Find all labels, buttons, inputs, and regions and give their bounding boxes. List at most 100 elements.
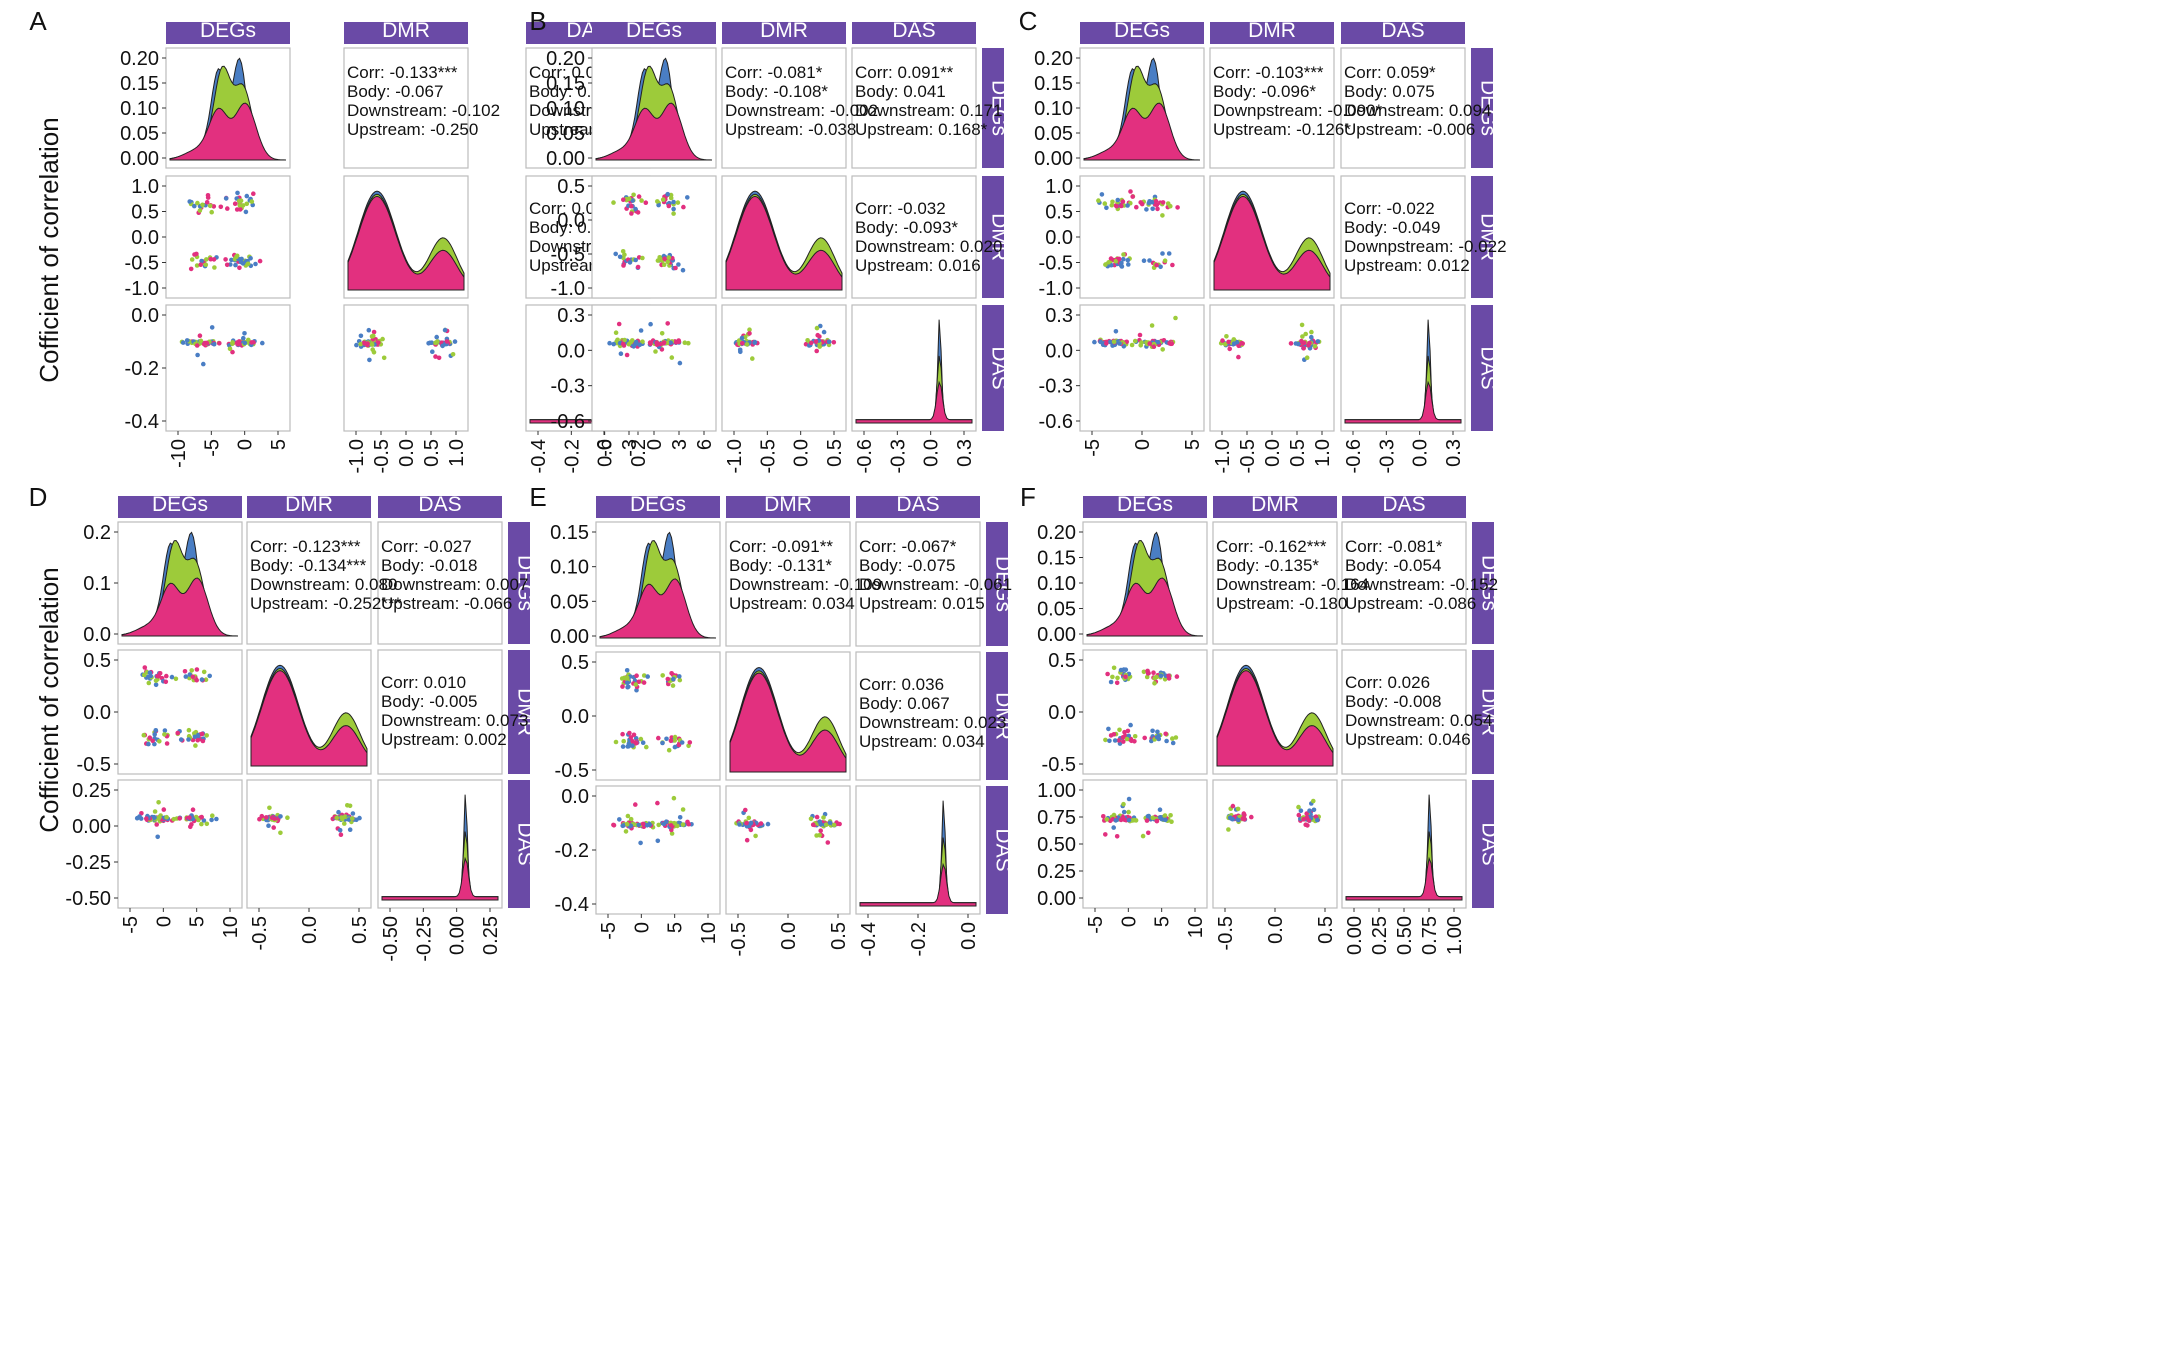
y-tick-label: 0.2 — [83, 522, 111, 544]
scatter-point — [1111, 665, 1117, 671]
scatter-point — [1121, 809, 1127, 815]
scatter-point — [611, 822, 616, 828]
correlation-text: Downstream: -0.164 — [1216, 575, 1369, 594]
scatter-point — [805, 338, 810, 343]
cell-frame — [117, 649, 243, 775]
y-tick-label: 0.5 — [1045, 202, 1073, 224]
scatter-point — [671, 206, 676, 212]
y-tick-label: 0.00 — [1037, 624, 1076, 646]
scatter-point — [624, 821, 630, 827]
y-tick-label: 0.0 — [83, 702, 111, 724]
correlation-text: Corr: -0.067* — [859, 537, 957, 556]
cell-frame — [725, 521, 851, 647]
scatter-point — [336, 809, 341, 815]
density-pink — [855, 380, 973, 424]
scatter-point — [617, 817, 622, 822]
correlation-text: Corr: 0.010 — [381, 673, 466, 692]
scatter-point — [1296, 804, 1301, 810]
column-strip-label: DMR — [1251, 493, 1299, 516]
scatter-point — [199, 731, 205, 737]
cell-frame — [1341, 779, 1467, 909]
scatter-point — [739, 335, 745, 341]
x-tick-label: 0.50 — [1394, 916, 1416, 955]
density-pink — [169, 102, 287, 161]
scatter-point — [641, 673, 647, 678]
correlation-text: Corr: 0.026 — [1345, 673, 1430, 692]
correlation-text: Body: -0.054 — [1345, 556, 1441, 575]
column-strip-label: DEGs — [152, 493, 208, 516]
panel-label: C — [1019, 6, 1038, 36]
column-strip — [1210, 22, 1334, 44]
scatter-point — [1108, 256, 1114, 261]
scatter-point — [1158, 815, 1163, 820]
scatter-point — [1154, 262, 1159, 268]
scatter-point — [641, 680, 647, 685]
y-tick-label: 1.00 — [1037, 780, 1076, 802]
scatter-point — [1092, 339, 1097, 345]
row-strip — [986, 652, 1008, 780]
y-tick-label: 0.05 — [1037, 599, 1076, 621]
scatter-point — [638, 736, 644, 742]
scatter-point — [156, 800, 161, 805]
scatter-point — [655, 838, 661, 844]
scatter-point — [814, 325, 820, 331]
scatter-point — [1101, 814, 1106, 819]
y-tick-label: 0.0 — [1045, 340, 1073, 362]
y-tick-label: 0.0 — [557, 210, 585, 232]
x-tick-label: -10 — [168, 439, 190, 468]
x-tick-label: -1.0 — [346, 439, 368, 473]
scatter-point — [656, 735, 661, 741]
x-tick-label: 0 — [644, 439, 666, 450]
scatter-point — [666, 747, 672, 753]
column-strip-label: DEGs — [200, 19, 256, 42]
y-tick-label: 0.5 — [131, 202, 159, 224]
scatter-point — [147, 735, 153, 740]
scatter-point — [665, 321, 670, 326]
row-strip — [982, 48, 1004, 168]
scatter-point — [155, 834, 160, 840]
scatter-point — [671, 795, 677, 801]
scatter-point — [1125, 203, 1130, 208]
scatter-point — [245, 261, 251, 267]
scatter-point — [212, 265, 217, 270]
y-tick-label: -1.0 — [551, 278, 585, 300]
column-strip — [166, 22, 290, 44]
scatter-point — [669, 355, 675, 360]
scatter-point — [1309, 329, 1314, 335]
x-tick-label: -5 — [1082, 439, 1104, 457]
scatter-point — [677, 815, 683, 820]
x-tick-label: 5 — [268, 439, 290, 450]
scatter-point — [1114, 680, 1120, 686]
scatter-point — [808, 816, 814, 822]
scatter-point — [1173, 735, 1179, 740]
scatter-point — [1154, 818, 1160, 824]
scatter-point — [680, 822, 686, 827]
scatter-point — [672, 734, 678, 740]
scatter-point — [450, 352, 456, 357]
scatter-point — [152, 732, 157, 737]
scatter-point — [234, 207, 240, 212]
x-tick-label: 0.5 — [824, 439, 846, 467]
scatter-point — [253, 261, 258, 267]
scatter-point — [189, 822, 194, 827]
scatter-point — [654, 340, 659, 345]
cell-frame — [165, 175, 291, 299]
scatter-point — [278, 830, 283, 836]
scatter-point — [1126, 262, 1131, 267]
x-tick-label: -0.25 — [413, 916, 435, 962]
scatter-point — [675, 823, 680, 829]
correlation-text: Corr: -0.027 — [381, 537, 472, 556]
scatter-point — [1106, 726, 1111, 732]
scatter-point — [1121, 801, 1126, 807]
scatter-point — [664, 819, 669, 824]
y-tick-label: 0.15 — [120, 73, 159, 95]
scatter-point — [157, 739, 162, 744]
scatter-point — [1137, 332, 1143, 338]
row-strip-label: DEGs — [1476, 80, 1499, 136]
scatter-point — [645, 674, 650, 679]
x-tick-label: 3 — [669, 439, 691, 450]
scatter-point — [257, 258, 263, 264]
scatter-point — [686, 340, 691, 346]
y-tick-label: 0.00 — [72, 816, 111, 838]
scatter-point — [668, 823, 674, 828]
